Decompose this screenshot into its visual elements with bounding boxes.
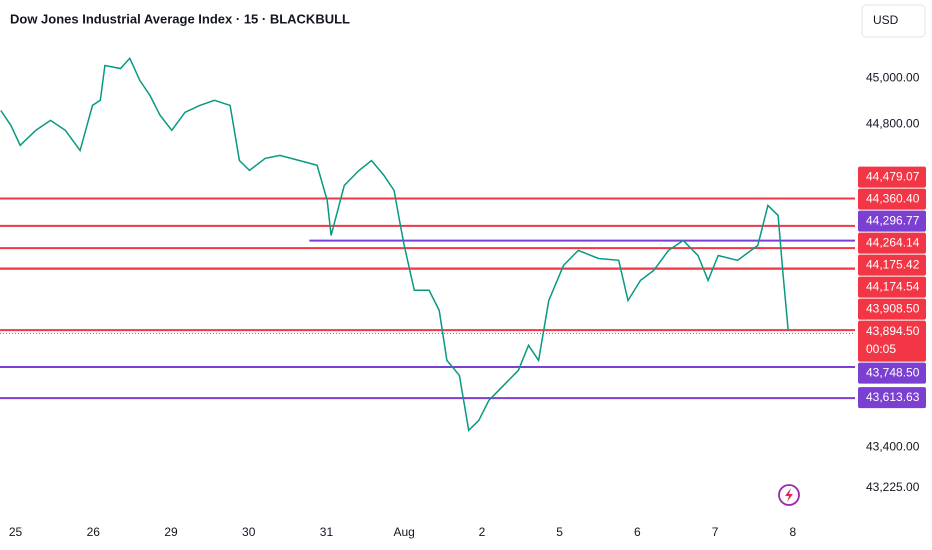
x-tick-label: 26 [87,525,101,539]
y-tick-label: 44,800.00 [866,117,920,131]
x-tick-label: 30 [242,525,256,539]
level-label: 44,479.07 [866,169,920,183]
x-tick-label: 2 [479,525,486,539]
y-tick-label: 43,400.00 [866,440,920,454]
level-label: 44,174.54 [866,279,920,293]
currency-button[interactable] [861,4,926,38]
x-tick-label: 29 [164,525,178,539]
level-label: 44,264.14 [866,235,920,249]
price-label-box [858,232,926,254]
price-label-box [858,276,926,298]
x-tick-label: 7 [712,525,719,539]
price-label-box [858,298,926,320]
icon-bolt[interactable] [785,488,793,502]
price-label-box [858,362,926,384]
x-tick-label: 5 [556,525,563,539]
level-label: 44,360.40 [866,191,920,205]
price-label-box [858,210,926,232]
x-tick-label: 25 [9,525,23,539]
x-tick-label: Aug [394,525,415,539]
price-label-box [858,320,926,362]
lightning-icon[interactable] [778,484,800,506]
chart-title: Dow Jones Industrial Average Index · 15 … [10,11,350,26]
y-tick-label: 45,000.00 [866,71,920,85]
countdown-label: 00:05 [866,342,896,356]
currency-label[interactable]: USD [873,13,899,27]
x-tick-label: 8 [789,525,796,539]
level-label: 44,296.77 [866,213,920,227]
price-label-box [858,188,926,210]
icon-ring[interactable] [778,484,800,506]
price-label-box [858,254,926,276]
level-label: 44,175.42 [866,257,920,271]
level-label: 43,748.50 [866,365,920,379]
price-label-box [858,166,926,188]
price-label-box [858,387,926,409]
last-price-label: 43,894.50 [866,324,920,338]
x-tick-label: 31 [320,525,334,539]
price-line [0,56,789,432]
level-label: 43,908.50 [866,301,920,315]
x-tick-label: 6 [634,525,641,539]
y-tick-label: 43,225.00 [866,480,920,494]
level-label: 43,613.63 [866,390,920,404]
